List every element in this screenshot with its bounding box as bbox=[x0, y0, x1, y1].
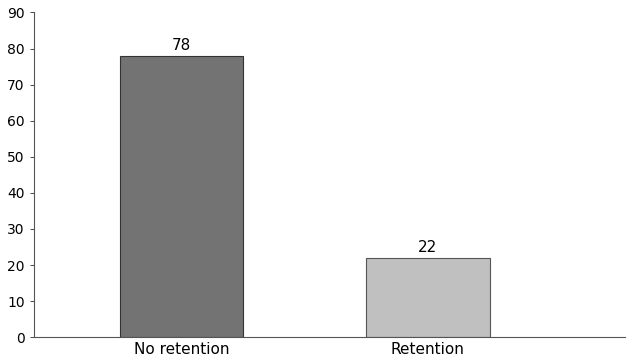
Bar bbox=[120, 56, 243, 337]
Bar bbox=[367, 258, 490, 337]
Text: 22: 22 bbox=[418, 240, 437, 255]
Text: 78: 78 bbox=[172, 38, 191, 53]
